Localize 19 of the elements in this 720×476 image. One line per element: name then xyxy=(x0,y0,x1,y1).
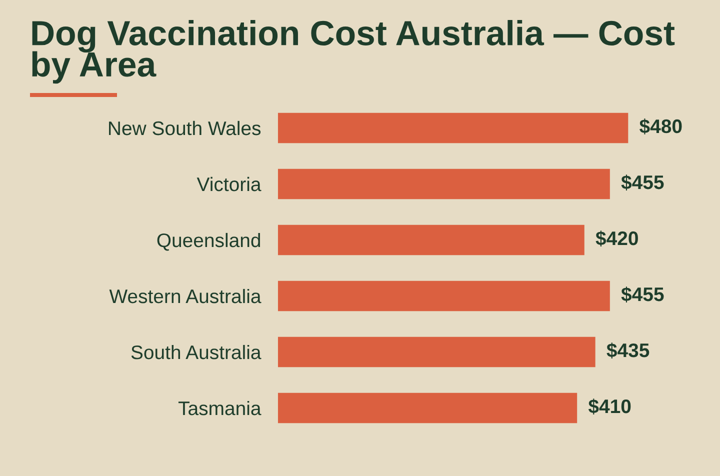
bar xyxy=(278,224,584,256)
data-label: $410 xyxy=(588,398,631,414)
y-tick-label: New South Wales xyxy=(109,120,261,136)
data-label: $435 xyxy=(606,342,650,358)
bar xyxy=(278,336,596,368)
data-label: $455 xyxy=(621,174,664,190)
data-label: $480 xyxy=(640,118,682,134)
y-tick-label: Tasmania xyxy=(178,400,262,416)
y-tick-label: South Australia xyxy=(131,344,262,360)
bar xyxy=(278,112,628,144)
y-tick-label: Western Australia xyxy=(109,288,262,304)
bar xyxy=(278,168,610,200)
data-label: $455 xyxy=(621,286,664,302)
bar xyxy=(278,392,578,424)
y-tick-label: Queensland xyxy=(157,232,260,251)
chart-title: Dog Vaccination Cost Australia — Cost by Area xyxy=(32,20,675,84)
y-tick-label: Victoria xyxy=(196,176,262,192)
bar xyxy=(278,280,610,312)
data-label: $420 xyxy=(596,230,638,246)
